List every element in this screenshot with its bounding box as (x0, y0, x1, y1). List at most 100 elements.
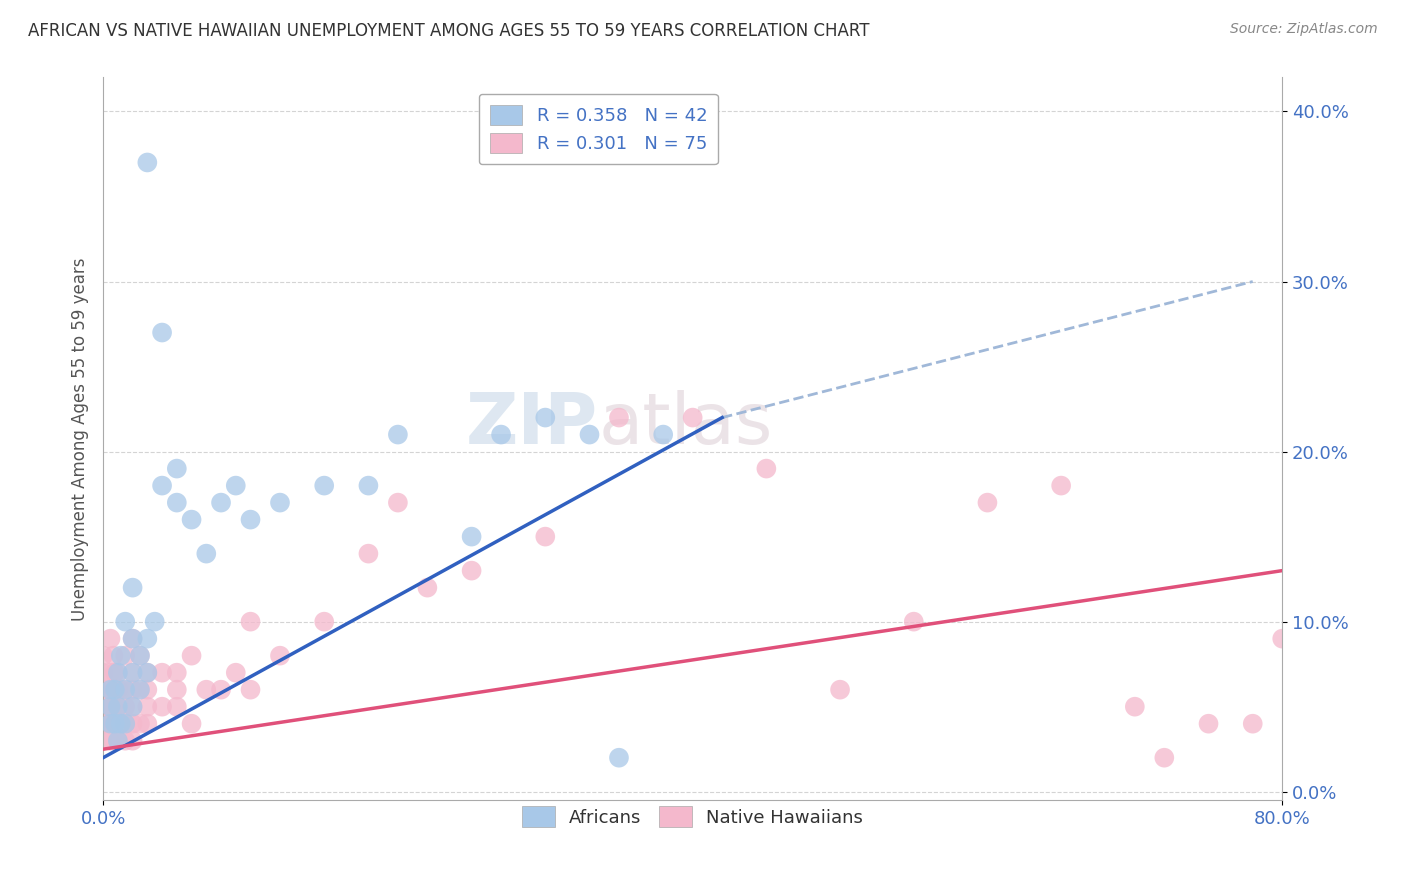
Point (121, 665, 143, 680)
Point (100, 733, 122, 747)
Point (136, 716, 159, 731)
Point (100, 682, 122, 697)
Point (104, 682, 127, 697)
Point (121, 665, 143, 680)
Point (104, 716, 127, 731)
Point (121, 699, 143, 714)
Point (114, 648, 136, 663)
Point (121, 682, 143, 697)
Point (100, 716, 122, 731)
Text: ZIP: ZIP (467, 390, 599, 458)
Point (180, 513, 202, 527)
Point (104, 665, 127, 680)
Text: Source: ZipAtlas.com: Source: ZipAtlas.com (1230, 22, 1378, 37)
Point (100, 699, 122, 714)
Point (129, 716, 152, 731)
Point (357, 478, 380, 492)
Point (460, 530, 482, 544)
Point (269, 495, 291, 509)
Point (976, 495, 998, 509)
Point (166, 682, 188, 697)
Point (91, 648, 114, 663)
Point (209, 682, 232, 697)
Point (239, 682, 262, 697)
Point (91, 716, 114, 731)
Point (129, 682, 152, 697)
Point (195, 547, 218, 561)
Point (100, 716, 122, 731)
Point (107, 699, 129, 714)
Point (103, 648, 125, 663)
Point (110, 648, 132, 663)
Point (314, 615, 336, 629)
Point (100, 665, 122, 680)
Point (1198, 716, 1220, 731)
Point (91, 699, 114, 714)
Point (110, 682, 132, 697)
Point (107, 716, 129, 731)
Point (136, 682, 159, 697)
Point (166, 699, 188, 714)
Point (416, 581, 439, 595)
Point (682, 410, 704, 425)
Point (239, 513, 262, 527)
Point (209, 495, 232, 509)
Point (114, 682, 136, 697)
Point (225, 478, 247, 492)
Point (121, 632, 143, 646)
Point (314, 478, 336, 492)
Point (129, 682, 152, 697)
Text: atlas: atlas (599, 390, 773, 458)
Point (91, 733, 114, 747)
Point (107, 733, 129, 747)
Point (121, 716, 143, 731)
Point (150, 326, 173, 340)
Point (150, 665, 173, 680)
Point (534, 530, 557, 544)
Point (121, 733, 143, 747)
Point (1271, 632, 1294, 646)
Point (1241, 716, 1264, 731)
Point (103, 716, 125, 731)
Point (114, 699, 136, 714)
Point (166, 461, 188, 475)
Point (357, 547, 380, 561)
Point (166, 665, 188, 680)
Point (195, 682, 218, 697)
Point (110, 716, 132, 731)
Point (166, 495, 188, 509)
Point (225, 665, 247, 680)
Point (150, 478, 173, 492)
Point (114, 615, 136, 629)
Point (100, 699, 122, 714)
Point (107, 733, 129, 747)
Point (1123, 699, 1146, 714)
Text: AFRICAN VS NATIVE HAWAIIAN UNEMPLOYMENT AMONG AGES 55 TO 59 YEARS CORRELATION CH: AFRICAN VS NATIVE HAWAIIAN UNEMPLOYMENT … (28, 22, 870, 40)
Point (114, 716, 136, 731)
Point (578, 427, 600, 442)
Point (239, 615, 262, 629)
Point (828, 682, 851, 697)
Point (104, 682, 127, 697)
Point (755, 461, 778, 475)
Point (129, 648, 152, 663)
Point (104, 716, 127, 731)
Point (903, 615, 925, 629)
Point (103, 699, 125, 714)
Point (652, 427, 675, 442)
Point (143, 615, 166, 629)
Point (136, 665, 159, 680)
Point (114, 733, 136, 747)
Point (107, 699, 129, 714)
Point (91, 665, 114, 680)
Point (121, 632, 143, 646)
Point (103, 682, 125, 697)
Y-axis label: Unemployment Among Ages 55 to 59 years: Unemployment Among Ages 55 to 59 years (72, 257, 89, 621)
Point (387, 427, 409, 442)
Point (136, 665, 159, 680)
Point (607, 750, 630, 764)
Point (387, 495, 409, 509)
Point (489, 427, 512, 442)
Point (114, 716, 136, 731)
Point (107, 665, 129, 680)
